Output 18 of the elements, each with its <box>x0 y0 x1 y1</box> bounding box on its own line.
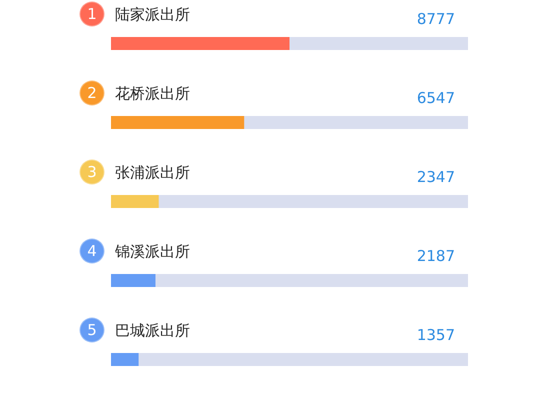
text: 4 <box>87 242 97 260</box>
text: 3 <box>87 163 97 181</box>
y-tick-label: 陆家派出所 <box>115 6 190 24</box>
y-tick-label: 花桥派出所 <box>115 84 190 102</box>
data-label: 8777 <box>416 10 455 28</box>
data-label: 1357 <box>416 326 455 344</box>
text: 2 <box>87 84 97 102</box>
y-tick-label: 锦溪派出所 <box>114 242 190 260</box>
bar <box>111 274 156 287</box>
y-tick-label: 张浦派出所 <box>115 164 190 182</box>
data-label: 6547 <box>416 89 455 107</box>
y-tick-label: 巴城派出所 <box>115 322 190 340</box>
text: 5 <box>87 321 97 339</box>
data-label: 2187 <box>416 247 455 265</box>
bar <box>111 195 159 208</box>
text: 1 <box>87 5 97 23</box>
bar <box>111 353 139 366</box>
data-label: 2347 <box>416 168 455 186</box>
